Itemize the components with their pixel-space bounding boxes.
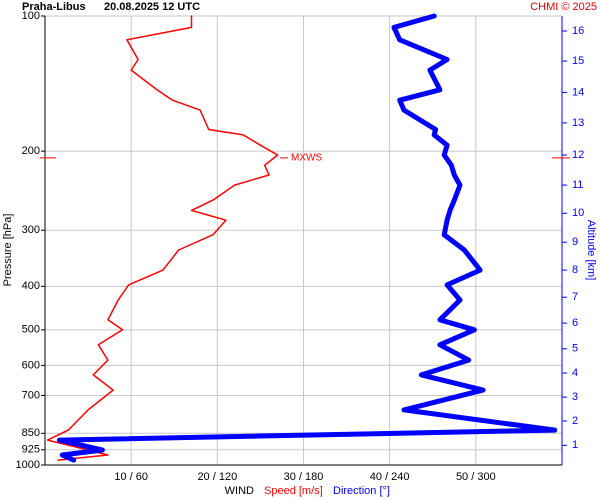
- y2-tick-label: 3: [572, 391, 578, 403]
- y2-tick-label: 13: [572, 117, 584, 129]
- y2-tick-label: 7: [572, 291, 578, 303]
- y2-tick-label: 16: [572, 25, 584, 37]
- y-tick-label: 850: [22, 427, 40, 439]
- series-line: [56, 13, 558, 463]
- y2-tick-label: 2: [572, 415, 578, 427]
- y-tick-label: 200: [22, 145, 40, 157]
- x-tick-label: 40 / 240: [370, 471, 410, 483]
- credit: CHMI © 2025: [530, 1, 597, 13]
- y2-tick-label: 8: [572, 264, 578, 276]
- y-tick-label: 700: [22, 389, 40, 401]
- legend-speed: Speed [m/s]: [264, 485, 323, 497]
- y2-axis-label: Altitude [km]: [585, 220, 597, 281]
- y2-tick-label: 1: [572, 439, 578, 451]
- x-tick-label: 10 / 60: [114, 471, 148, 483]
- y2-tick-label: 12: [572, 149, 584, 161]
- y2-tick-label: 10: [572, 207, 584, 219]
- y2-tick-label: 15: [572, 55, 584, 67]
- y-tick-label: 300: [22, 224, 40, 236]
- x-tick-label: 30 / 180: [284, 471, 324, 483]
- y2-tick-label: 11: [572, 179, 583, 191]
- series-line: [46, 15, 279, 461]
- x-tick-label: 50 / 300: [456, 471, 496, 483]
- y-tick-label: 100: [22, 10, 40, 22]
- y-axis-label: Pressure [hPa]: [2, 214, 14, 287]
- annotation: MXWS: [291, 153, 322, 164]
- y-tick-label: 925: [22, 444, 40, 456]
- x-tick-label: 20 / 120: [197, 471, 237, 483]
- y-tick-label: 400: [22, 280, 40, 292]
- y-tick-label: 600: [22, 359, 40, 371]
- y2-tick-label: 5: [572, 343, 578, 355]
- y2-tick-label: 9: [572, 236, 578, 248]
- y-tick-label: 1000: [16, 459, 40, 471]
- y2-tick-label: 4: [572, 367, 578, 379]
- x-axis-label: WIND: [225, 485, 254, 497]
- y2-tick-label: 6: [572, 317, 578, 329]
- chart-title: Praha-Libus: [22, 1, 86, 13]
- y2-tick-label: 14: [572, 86, 584, 98]
- y-tick-label: 500: [22, 324, 40, 336]
- chart-subtitle: 20.08.2025 12 UTC: [104, 1, 200, 13]
- legend-direction: Direction [°]: [333, 485, 390, 497]
